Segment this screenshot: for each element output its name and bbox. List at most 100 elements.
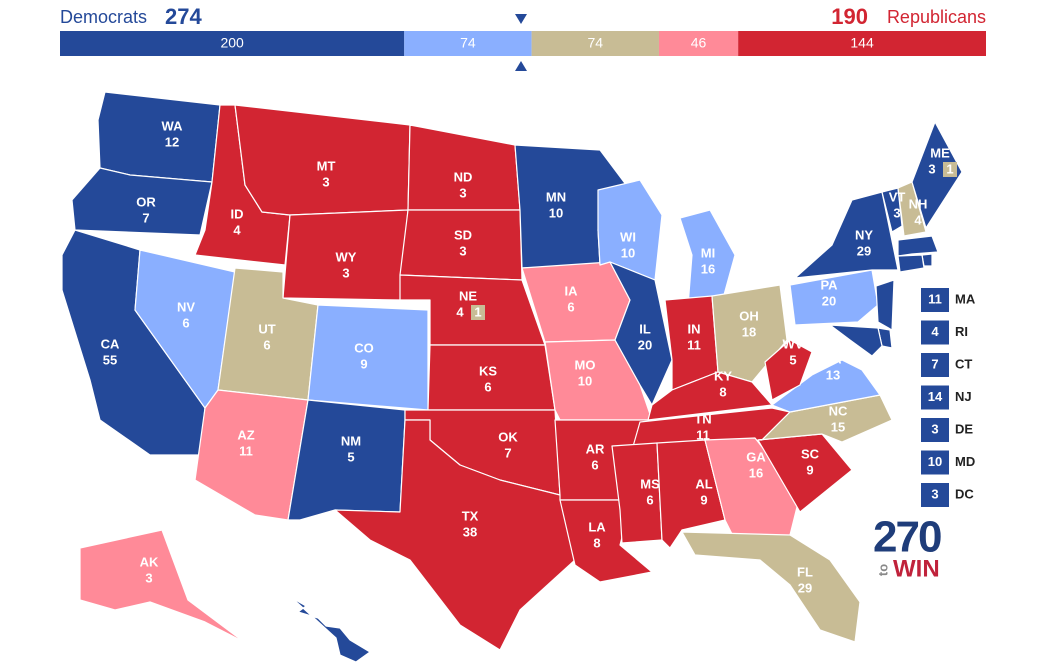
state-shape	[611, 442, 663, 544]
state-abbr: NY	[855, 227, 873, 242]
state-votes: 3	[928, 161, 935, 176]
state-shape	[789, 269, 879, 326]
state-votes: 12	[165, 134, 179, 149]
logo: 270 to WIN	[873, 513, 943, 583]
callout-box	[921, 320, 949, 345]
state-abbr: KS	[479, 363, 497, 378]
callout-abbr: DC	[955, 486, 974, 501]
state-shape	[97, 91, 221, 183]
state-shape	[897, 235, 939, 257]
state-votes: 3	[893, 205, 900, 220]
state-votes: 16	[749, 465, 763, 480]
state-shape	[897, 254, 925, 273]
state-votes: 29	[798, 580, 812, 595]
state-abbr: NH	[909, 196, 928, 211]
state-abbr: IN	[688, 321, 701, 336]
bar-segment	[60, 31, 405, 56]
state-votes: 7	[142, 210, 149, 225]
state-abbr: AL	[695, 476, 712, 491]
state-votes: 5	[347, 449, 354, 464]
state-abbr: UT	[258, 321, 275, 336]
district-votes: 1	[946, 161, 953, 176]
state-abbr: NC	[829, 403, 848, 418]
state-votes: 3	[145, 570, 152, 585]
callout-votes: 4	[931, 324, 939, 339]
callout-votes: 11	[928, 291, 942, 306]
callout-box	[921, 418, 949, 442]
state-abbr: WA	[162, 118, 184, 133]
state-votes: 4	[318, 647, 326, 662]
bar-segment	[658, 31, 739, 56]
state-abbr: MS	[640, 476, 660, 491]
state-abbr: NV	[177, 299, 195, 314]
state-abbr: TN	[694, 411, 711, 426]
district-votes: 1	[474, 304, 481, 319]
state-votes: 13	[826, 367, 840, 382]
state-shape	[829, 324, 883, 357]
state-votes: 3	[459, 185, 466, 200]
bar-segment-label: 200	[220, 35, 244, 51]
callout-abbr: DE	[955, 421, 973, 436]
callout-box	[921, 353, 949, 377]
callout-votes: 3	[931, 486, 938, 501]
state-abbr: MO	[575, 357, 596, 372]
state-votes: 10	[621, 245, 635, 260]
state-votes: 9	[360, 356, 367, 371]
state-abbr: LA	[588, 519, 606, 534]
state-votes: 6	[484, 379, 491, 394]
state-shape	[771, 359, 881, 413]
state-abbr: SD	[454, 227, 472, 242]
bar-segment-label: 74	[588, 35, 604, 51]
state-shape	[647, 371, 773, 421]
midpoint-marker	[515, 61, 527, 71]
states	[61, 91, 963, 663]
state-abbr: AZ	[237, 427, 254, 442]
callout-votes: 14	[928, 389, 943, 404]
midpoint-marker	[515, 14, 527, 24]
state-votes: 15	[831, 419, 845, 434]
state-shape	[681, 531, 861, 643]
state-votes: 11	[239, 443, 253, 458]
dem-label: Democrats	[60, 7, 147, 27]
state-votes: 20	[638, 337, 652, 352]
state-shape	[911, 121, 963, 229]
state-abbr: VT	[889, 189, 906, 204]
small-state-callouts: 11 MA 4 RI 7 CT 14 NJ 3 DE 10 MD 3 DC	[921, 288, 976, 507]
state-abbr: VA	[824, 351, 842, 366]
callout-abbr: MD	[955, 454, 975, 469]
state-abbr: FL	[797, 564, 813, 579]
callout-box	[921, 450, 949, 475]
state-votes: 18	[742, 324, 756, 339]
state-votes: 10	[578, 373, 592, 388]
bar-segment-label: 144	[850, 35, 874, 51]
state-votes: 6	[567, 299, 574, 314]
state-abbr: MN	[546, 189, 566, 204]
state-abbr: AK	[140, 554, 159, 569]
state-abbr: ME	[930, 145, 950, 160]
state-abbr: WI	[620, 229, 636, 244]
state-votes: 3	[459, 243, 466, 258]
bar-segment	[531, 31, 659, 56]
callout-box	[921, 288, 949, 312]
state-abbr: KY	[714, 368, 732, 383]
state-shape	[71, 167, 213, 236]
state-votes: 6	[182, 315, 189, 330]
state-votes: 7	[504, 445, 511, 460]
state-abbr: MT	[317, 158, 336, 173]
state-votes: 4	[456, 304, 464, 319]
state-abbr: IL	[639, 321, 651, 336]
state-abbr: NE	[459, 288, 477, 303]
bar-segment	[404, 31, 532, 56]
state-abbr: SC	[801, 446, 820, 461]
state-votes: 4	[233, 222, 241, 237]
state-shape	[79, 529, 245, 643]
state-votes: 11	[687, 337, 701, 352]
district-box	[471, 305, 485, 320]
state-abbr: WV	[783, 336, 804, 351]
state-votes: 6	[646, 492, 653, 507]
state-abbr: ID	[231, 206, 244, 221]
state-votes: 9	[700, 492, 707, 507]
state-votes: 3	[342, 265, 349, 280]
